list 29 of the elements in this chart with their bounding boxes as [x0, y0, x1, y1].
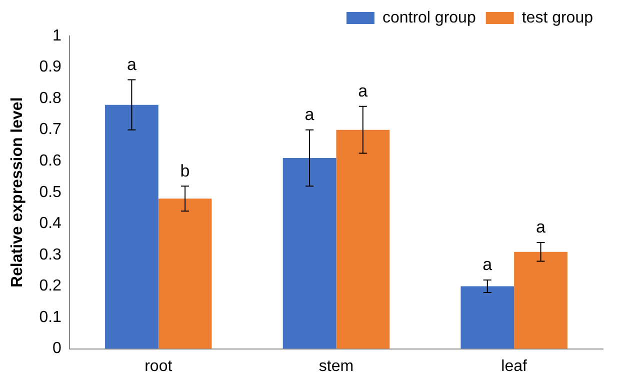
y-tick-label: 0.8: [39, 90, 62, 107]
annotation: a: [358, 82, 368, 101]
y-tick-label: 0.6: [39, 152, 62, 170]
y-tick-label: 0.1: [39, 308, 62, 326]
legend-label: control group: [382, 9, 476, 26]
y-tick-label: 0.4: [39, 215, 62, 232]
bar: [158, 198, 212, 349]
y-tick-label: 0.7: [39, 121, 62, 138]
annotation: a: [304, 105, 315, 124]
y-axis-title: Relative expression level: [9, 97, 26, 288]
y-tick-label: 0.5: [39, 184, 62, 201]
bar: [105, 104, 158, 349]
x-tick-label: stem: [318, 358, 354, 375]
y-tick-label: 0.3: [39, 246, 62, 264]
annotation: a: [482, 255, 493, 274]
annotation: a: [126, 54, 137, 74]
y-tick-label: 0.9: [39, 58, 62, 76]
annotation: b: [180, 161, 190, 180]
y-tick-label: 0.2: [39, 278, 62, 295]
y-tick-label: 0: [52, 340, 62, 358]
legend-label: test group: [522, 9, 594, 26]
bar: [514, 252, 568, 349]
x-tick-label: root: [144, 358, 173, 375]
bar: [460, 286, 514, 349]
x-tick-label: leaf: [501, 358, 528, 375]
y-tick-label: 1: [52, 27, 62, 44]
annotation: a: [536, 218, 546, 237]
bar: [336, 130, 390, 349]
bar: [282, 158, 336, 349]
